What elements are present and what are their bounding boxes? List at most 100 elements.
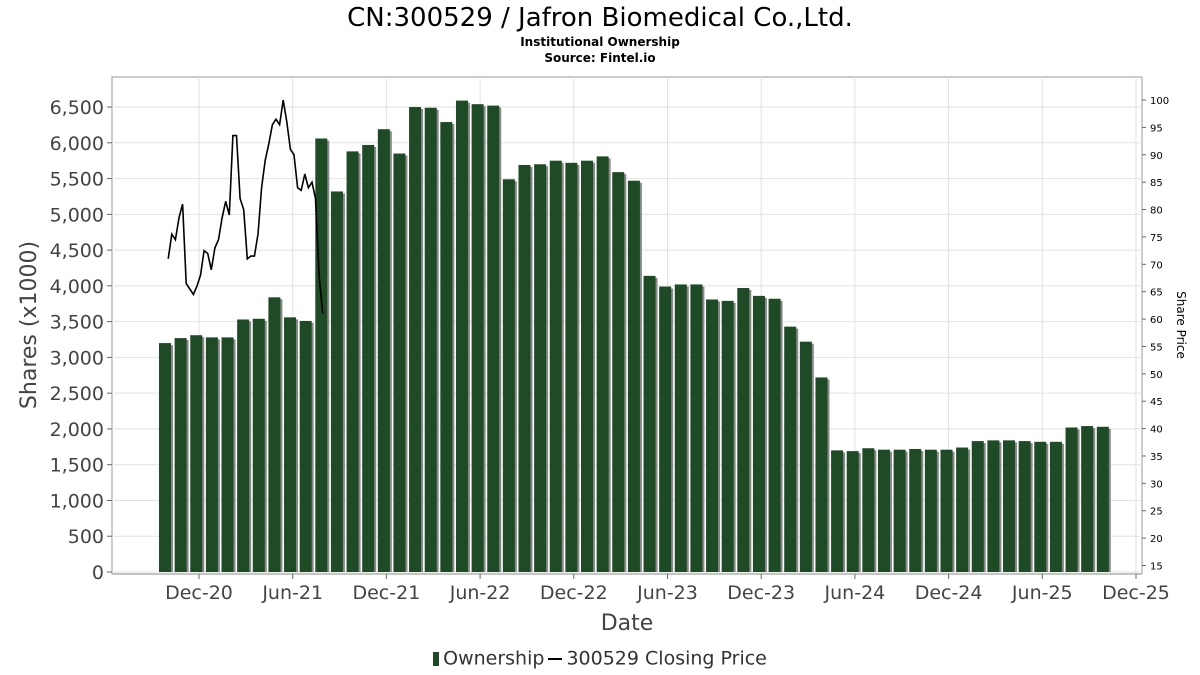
x-tick-label: Jun-23 xyxy=(636,582,698,604)
ownership-bar xyxy=(674,284,687,572)
ownership-bar xyxy=(909,448,922,572)
ownership-bar xyxy=(315,138,328,573)
ownership-bar xyxy=(440,122,453,572)
ownership-bar xyxy=(159,343,171,572)
x-tick-label: Jun-24 xyxy=(824,582,886,604)
y2-axis: 15 20 25 30 35 40 45 50 55 60 65 70 75 80 85 90 95 100 xyxy=(1142,96,1169,573)
y2-tick-label: 35 xyxy=(1150,452,1163,463)
ownership-bar xyxy=(377,129,390,572)
ownership-bar xyxy=(1049,441,1062,572)
x-tick-label: Jun-21 xyxy=(261,582,323,604)
ownership-bar xyxy=(971,441,984,572)
y-axis-label: Shares (x1000) xyxy=(17,241,42,409)
price-line-swatch xyxy=(548,657,563,660)
y-tick-label: 5,000 xyxy=(50,204,104,226)
y-tick-label: 2,000 xyxy=(50,419,104,441)
ownership-bar xyxy=(174,338,187,572)
ownership-bar xyxy=(768,298,781,572)
x-axis-label: Date xyxy=(601,611,654,636)
price-line xyxy=(167,99,324,314)
y2-axis-label: Share Price xyxy=(1174,291,1188,359)
y-tick-label: 2,500 xyxy=(50,383,104,405)
y-tick-label: 500 xyxy=(68,526,104,548)
ownership-bar xyxy=(518,164,531,572)
y-tick-label: 6,500 xyxy=(50,97,104,119)
x-tick-label: Jun-22 xyxy=(449,582,511,604)
chart-title: CN:300529 / Jafron Biomedical Co.,Ltd. xyxy=(347,3,853,33)
ownership-bar xyxy=(924,449,937,572)
ownership-bar xyxy=(940,449,953,572)
ownership-bar xyxy=(455,100,468,572)
y-tick-label: 0 xyxy=(92,562,104,584)
y2-tick-label: 20 xyxy=(1150,534,1163,545)
ownership-bar xyxy=(627,180,640,573)
ownership-bar xyxy=(784,326,797,572)
ownership-bar xyxy=(1018,441,1031,572)
ownership-bar xyxy=(502,179,515,573)
ownership-bar xyxy=(862,448,875,572)
ownership-bar xyxy=(893,449,906,572)
legend-price-label: 300529 Closing Price xyxy=(566,647,767,670)
y-tick-label: 1,500 xyxy=(50,455,104,477)
y-tick-label: 5,500 xyxy=(50,169,104,191)
ownership-swatch xyxy=(433,651,440,666)
y2-tick-label: 30 xyxy=(1150,479,1163,490)
ownership-bar xyxy=(799,341,812,572)
grid-lines xyxy=(112,77,1142,574)
ownership-bar xyxy=(284,317,297,572)
y2-tick-label: 80 xyxy=(1150,206,1163,217)
ownership-bar xyxy=(1065,427,1078,572)
ownership-bar xyxy=(409,107,422,573)
ownership-bar xyxy=(815,377,828,572)
y2-tick-label: 55 xyxy=(1150,342,1163,353)
x-tick-label: Dec-23 xyxy=(727,582,795,604)
ownership-bar xyxy=(1096,426,1109,572)
ownership-bar xyxy=(205,337,218,572)
x-tick-label: Dec-22 xyxy=(540,582,608,604)
x-tick-label: Dec-20 xyxy=(165,582,233,604)
ownership-bar xyxy=(237,319,250,572)
y2-tick-label: 90 xyxy=(1150,151,1163,162)
x-axis: Dec-20 Jun-21 Dec-21 Jun-22 Dec-22 Jun-23 Dec-… xyxy=(112,573,1170,604)
ownership-bar xyxy=(877,449,890,572)
y2-tick-label: 95 xyxy=(1150,123,1163,134)
y-tick-label: 3,500 xyxy=(50,312,104,334)
ownership-bar xyxy=(752,295,765,572)
ownership-chart: 0 500 1,000 1,500 2,000 2,500 3,000 3,500 4,000 4… xyxy=(17,76,1188,636)
y2-tick-label: 65 xyxy=(1150,288,1163,299)
ownership-bar xyxy=(268,297,281,572)
ownership-bar xyxy=(471,104,484,572)
x-tick-label: Jun-25 xyxy=(1011,582,1073,604)
ownership-bar xyxy=(1034,441,1047,572)
ownership-bar xyxy=(221,337,234,572)
ownership-bar xyxy=(1081,426,1094,572)
y-tick-label: 6,000 xyxy=(50,133,104,155)
ownership-bar xyxy=(346,151,359,572)
ownership-bar xyxy=(643,275,656,572)
x-tick-label: Dec-25 xyxy=(1102,582,1170,604)
ownership-bar xyxy=(706,299,719,572)
ownership-bar xyxy=(596,156,609,573)
price-line-group xyxy=(167,99,324,314)
ownership-bar xyxy=(1003,440,1016,572)
legend-ownership-label: Ownership xyxy=(443,647,545,670)
y2-tick-label: 15 xyxy=(1150,562,1163,573)
y2-tick-label: 75 xyxy=(1150,233,1163,244)
ownership-bars xyxy=(159,100,1111,573)
ownership-bar xyxy=(299,320,312,572)
y2-tick-label: 45 xyxy=(1150,397,1163,408)
ownership-bar xyxy=(190,335,203,572)
ownership-bar xyxy=(534,164,547,572)
ownership-bar xyxy=(581,160,594,573)
y2-tick-label: 100 xyxy=(1150,96,1169,107)
y2-tick-label: 60 xyxy=(1150,315,1163,326)
y2-tick-label: 25 xyxy=(1150,507,1163,518)
x-tick-label: Dec-24 xyxy=(915,582,983,604)
ownership-bar xyxy=(737,288,750,572)
chart-source: Source: Fintel.io xyxy=(544,51,656,65)
y2-tick-label: 70 xyxy=(1150,260,1163,271)
y-tick-label: 1,000 xyxy=(50,490,104,512)
ownership-bar xyxy=(612,172,625,572)
ownership-bar xyxy=(252,318,265,572)
ownership-bar xyxy=(330,191,343,572)
